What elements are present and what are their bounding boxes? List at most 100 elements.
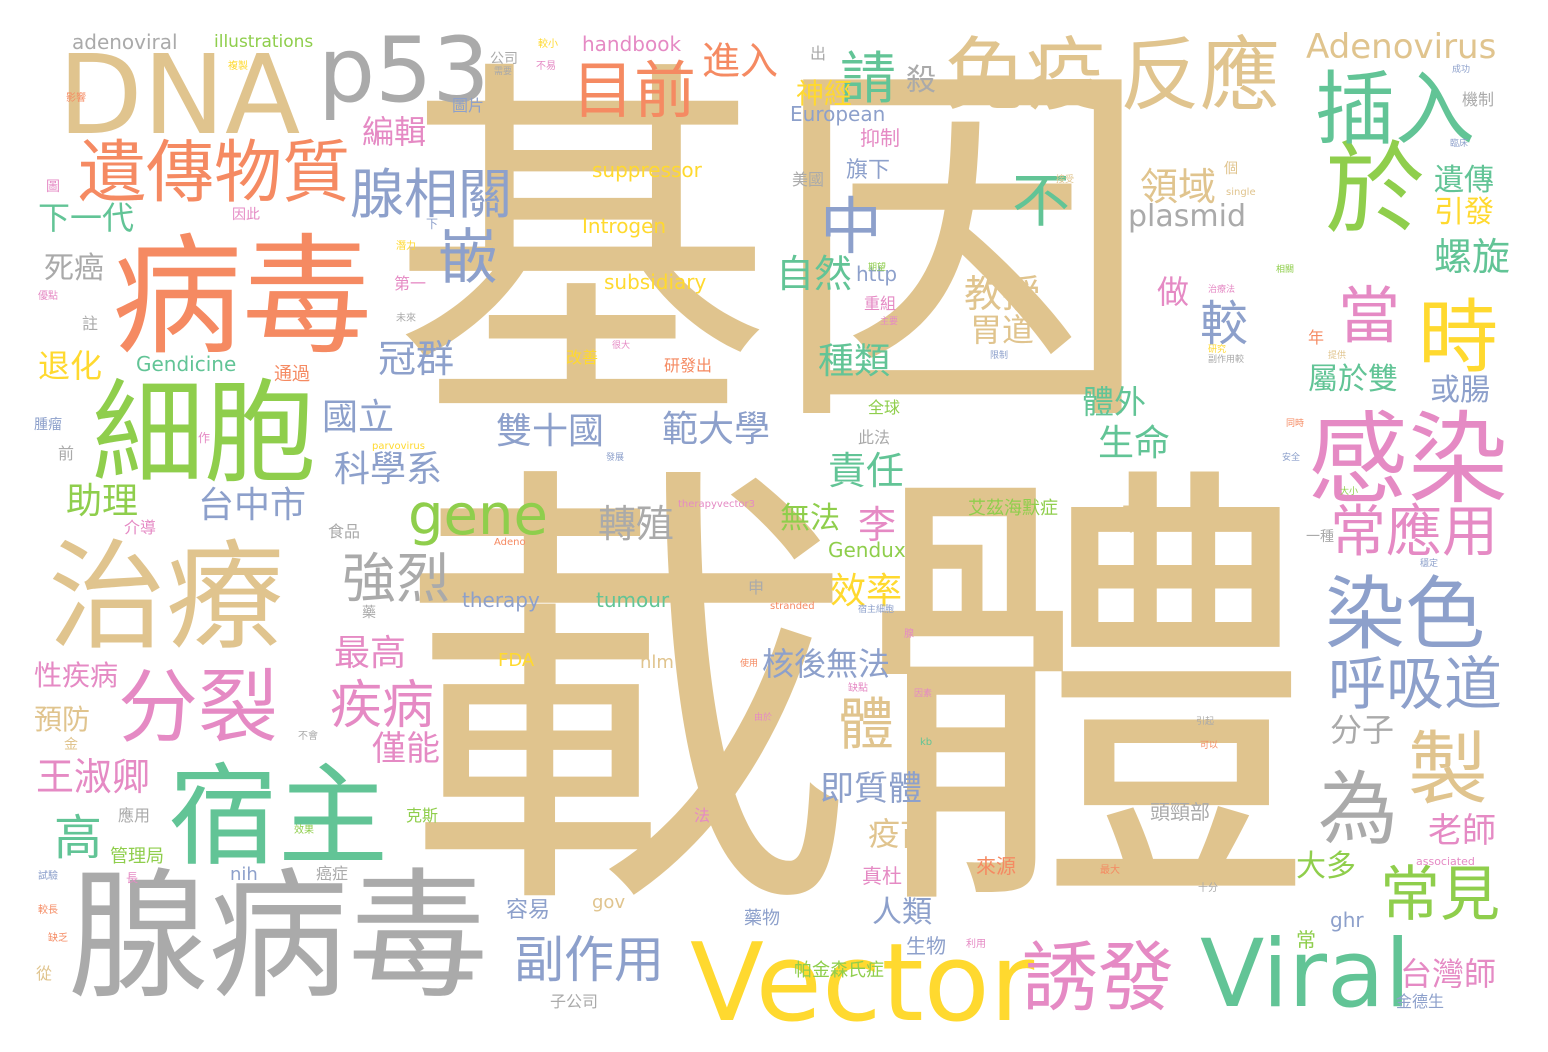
word-changyingyong: 常應用 bbox=[1330, 500, 1498, 565]
word-hehouwufa: 核後無法 bbox=[762, 645, 891, 683]
word-quedian: 缺點 bbox=[848, 683, 868, 694]
word-fuzuoyong: 副作用 bbox=[514, 931, 664, 989]
word-xia: 下 bbox=[426, 217, 439, 231]
word-xianzhi: 限制 bbox=[990, 351, 1009, 361]
word-jinru: 進入 bbox=[702, 39, 779, 83]
word-qianli: 潛力 bbox=[396, 241, 416, 252]
word-yinfa: 引發 bbox=[1434, 195, 1494, 230]
word-changjian: 常見 bbox=[1380, 860, 1500, 930]
word-zuida: 最大 bbox=[1100, 865, 1120, 876]
word-meiguo: 美國 bbox=[792, 170, 825, 189]
word-li: 李 bbox=[858, 503, 897, 547]
word-tupian: 圖片 bbox=[452, 96, 485, 115]
word-zhuyao: 主要 bbox=[880, 317, 899, 327]
word-laiyuan: 來源 bbox=[976, 854, 1016, 878]
word-adenoviral: adenoviral bbox=[72, 30, 178, 54]
word-xibao: 細胞 bbox=[92, 369, 316, 499]
word-shi: 時 bbox=[1418, 291, 1498, 384]
word-anquan: 安全 bbox=[1282, 453, 1301, 463]
word-suzhuxibao: 宿主細胞 bbox=[858, 605, 895, 615]
word-tu: 圖 bbox=[46, 179, 60, 195]
word-jinneng: 僅能 bbox=[372, 729, 440, 769]
word-pajinsen: 帕金森氏症 bbox=[794, 960, 884, 981]
word-toujingbu: 頭頸部 bbox=[1150, 800, 1210, 824]
word-subsidiary: subsidiary bbox=[604, 270, 707, 294]
word-european: European bbox=[790, 102, 886, 126]
word-bingdu: 病毒 bbox=[112, 221, 373, 373]
word-ghr: ghr bbox=[1330, 908, 1364, 932]
word-dang: 當 bbox=[1338, 279, 1401, 352]
word-fenlie: 分裂 bbox=[118, 661, 278, 754]
word-tongguo: 通過 bbox=[274, 364, 310, 385]
word-yinsu: 因素 bbox=[914, 689, 933, 699]
word-tigong: 提供 bbox=[1328, 351, 1347, 361]
word-shuyushuang: 屬於雙 bbox=[1308, 362, 1398, 397]
word-introgen: Introgen bbox=[582, 214, 667, 238]
word-taiwanshi: 台灣師 bbox=[1400, 955, 1497, 993]
word-linchuang: 臨床 bbox=[1450, 139, 1469, 149]
word-chenggong: 成功 bbox=[1452, 65, 1471, 75]
word-illustrations: illustrations bbox=[214, 32, 314, 52]
word-yichuan: 遺傳 bbox=[1434, 163, 1494, 198]
word-fuzhi: 複製 bbox=[228, 61, 248, 72]
word-huxidao: 呼吸道 bbox=[1328, 650, 1503, 718]
word-xianxiangguan: 腺相關 bbox=[350, 163, 512, 226]
word-zeren: 責任 bbox=[828, 449, 905, 493]
word-nih: nih bbox=[230, 864, 258, 885]
word-charu: 插入 bbox=[1315, 63, 1475, 156]
word-yinqi: 引起 bbox=[1196, 717, 1215, 727]
word-yao: 藥 bbox=[362, 605, 376, 621]
word-youfa: 誘發 bbox=[1022, 933, 1174, 1022]
word-zhu: 註 bbox=[82, 314, 99, 333]
word-zuo: 作 bbox=[198, 431, 211, 445]
word-daxiao: 大小 bbox=[1340, 487, 1359, 497]
word-renlei: 人類 bbox=[872, 895, 932, 930]
word-xiayidai: 下一代 bbox=[38, 199, 135, 237]
word-gov: gov bbox=[592, 892, 626, 913]
word-shuangshiguo: 雙十國 bbox=[496, 411, 605, 452]
word-dna: DNA bbox=[58, 31, 301, 159]
word-gaishan: 改善 bbox=[566, 348, 599, 367]
word-wufa: 無法 bbox=[780, 501, 840, 536]
word-chu: 出 bbox=[810, 44, 827, 63]
word-yufang: 預防 bbox=[34, 703, 91, 736]
word-chongzu: 重組 bbox=[864, 294, 897, 313]
word-nlm: nlm bbox=[640, 652, 674, 673]
word-xingjibing: 性疾病 bbox=[34, 659, 119, 692]
word-jiaoshou: 教授 bbox=[964, 272, 1041, 316]
word-jieshou: 接受 bbox=[1056, 175, 1075, 185]
word-yaowu: 藥物 bbox=[744, 908, 780, 929]
word-chang2: 長 bbox=[126, 871, 139, 885]
word-zhuanzhi: 轉殖 bbox=[598, 502, 675, 546]
word-adeno: Adeno bbox=[494, 537, 526, 548]
word-shengwu: 生物 bbox=[906, 934, 946, 958]
word-viral: Viral bbox=[1200, 920, 1411, 1029]
word-ganran: 感染 bbox=[1308, 401, 1508, 518]
word-shiyong: 使用 bbox=[740, 659, 759, 669]
word-aizheng: 癌症 bbox=[316, 864, 349, 883]
word-zigongsi: 子公司 bbox=[550, 992, 599, 1011]
word-parvovirus: parvovirus bbox=[372, 441, 425, 452]
word-qianglie: 強烈 bbox=[342, 547, 450, 610]
word-fandaxue: 範大學 bbox=[662, 409, 771, 450]
word-http: http bbox=[856, 262, 898, 286]
word-associated: associated bbox=[1416, 855, 1475, 868]
word-jiao: 較 bbox=[1200, 296, 1249, 352]
word-p53: p53 bbox=[318, 18, 490, 123]
word-shenjing: 神經 bbox=[796, 77, 853, 110]
word-qixia: 旗下 bbox=[846, 158, 891, 183]
word-chang: 常 bbox=[1296, 928, 1316, 952]
word-ti: 體 bbox=[838, 693, 894, 758]
word-fda: FDA bbox=[498, 650, 535, 671]
word-rongyi: 容易 bbox=[506, 898, 551, 923]
word-jindesheng: 金德生 bbox=[1396, 992, 1445, 1011]
word-gendux: Gendux bbox=[828, 538, 906, 562]
word-luoxuan: 螺旋 bbox=[1434, 235, 1511, 279]
word-bianji: 編輯 bbox=[362, 113, 427, 151]
word-fenzi: 分子 bbox=[1330, 711, 1395, 749]
word-yizhong: 一種 bbox=[1306, 529, 1334, 545]
word-lingyu: 領域 bbox=[1140, 165, 1217, 209]
word-yimiao: 疫苗 bbox=[868, 815, 933, 853]
word-yanjiu: 研究 bbox=[1208, 345, 1227, 355]
word-suzhu: 宿主 bbox=[168, 753, 388, 881]
